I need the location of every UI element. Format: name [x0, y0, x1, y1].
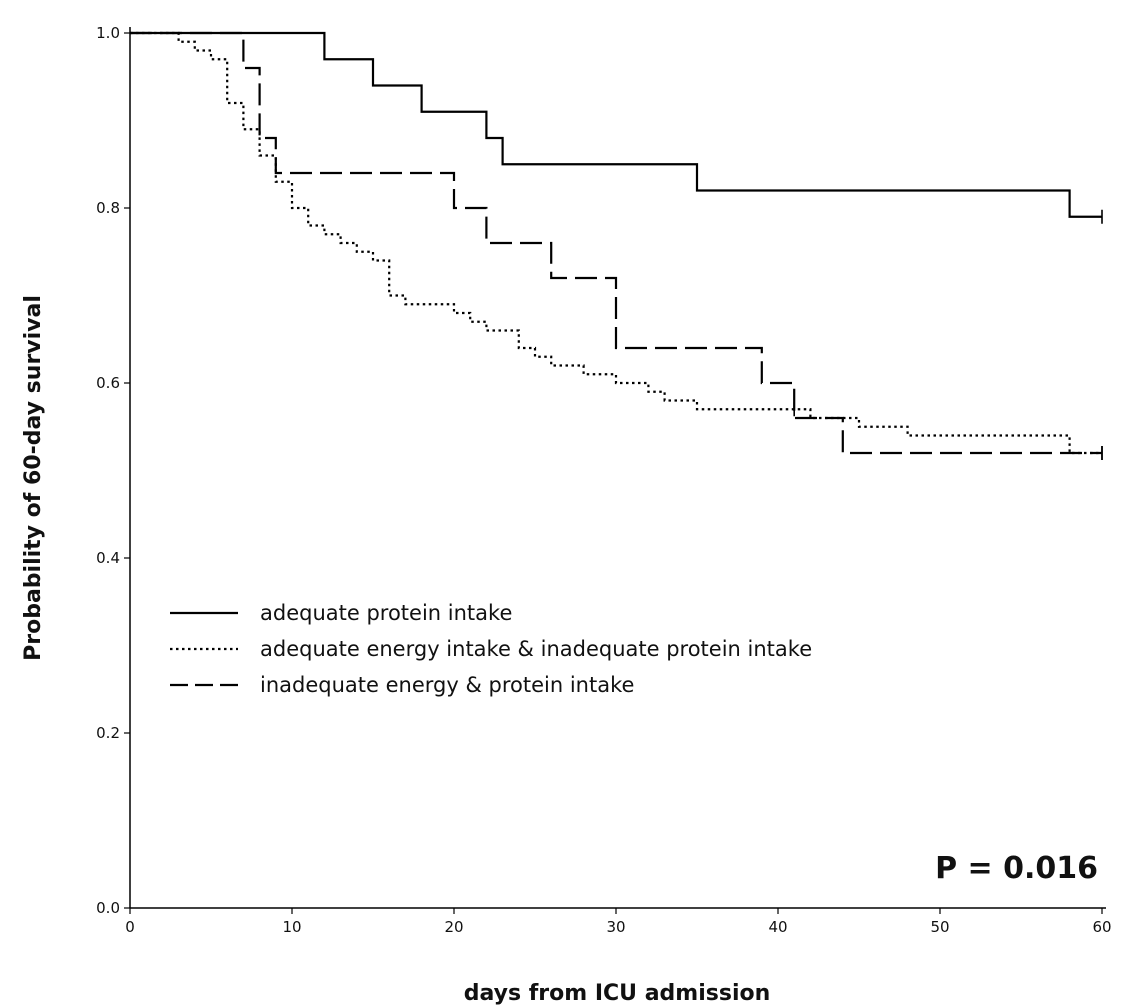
series-layer: [130, 31, 1103, 460]
legend-label: adequate energy intake & inadequate prot…: [260, 637, 812, 661]
legend-item-2: adequate energy intake & inadequate prot…: [170, 637, 812, 661]
x-tick-label: 60: [1092, 918, 1111, 936]
legend-label: inadequate energy & protein intake: [260, 673, 634, 697]
series-line-3: [130, 31, 1102, 455]
y-axis-title: Probability of 60-day survival: [21, 295, 46, 661]
y-tick-label: 0.4: [96, 549, 120, 567]
legend-label: adequate protein intake: [260, 601, 512, 625]
y-tick-label: 0.2: [96, 724, 120, 742]
x-tick-label: 30: [606, 918, 625, 936]
series-line-2: [130, 31, 1102, 455]
legend: adequate protein intake adequate energy i…: [170, 601, 812, 697]
y-tick-label: 1.0: [96, 24, 120, 42]
x-axis: 0 10 20 30 40 50 60: [125, 907, 1112, 936]
y-axis: 0.0 0.2 0.4 0.6 0.8 1.0: [96, 24, 131, 917]
p-value-annotation: P = 0.016: [935, 851, 1098, 886]
series-line-1: [130, 31, 1102, 218]
x-tick-label: 10: [282, 918, 301, 936]
y-tick-label: 0.6: [96, 374, 120, 392]
x-tick-label: 20: [444, 918, 463, 936]
x-tick-label: 40: [768, 918, 787, 936]
legend-item-3: inadequate energy & protein intake: [170, 673, 634, 697]
x-tick-label: 50: [930, 918, 949, 936]
y-tick-label: 0.0: [96, 899, 120, 917]
x-tick-label: 0: [125, 918, 135, 936]
x-axis-title: days from ICU admission: [464, 981, 771, 1006]
legend-item-1: adequate protein intake: [170, 601, 512, 625]
y-tick-label: 0.8: [96, 199, 120, 217]
